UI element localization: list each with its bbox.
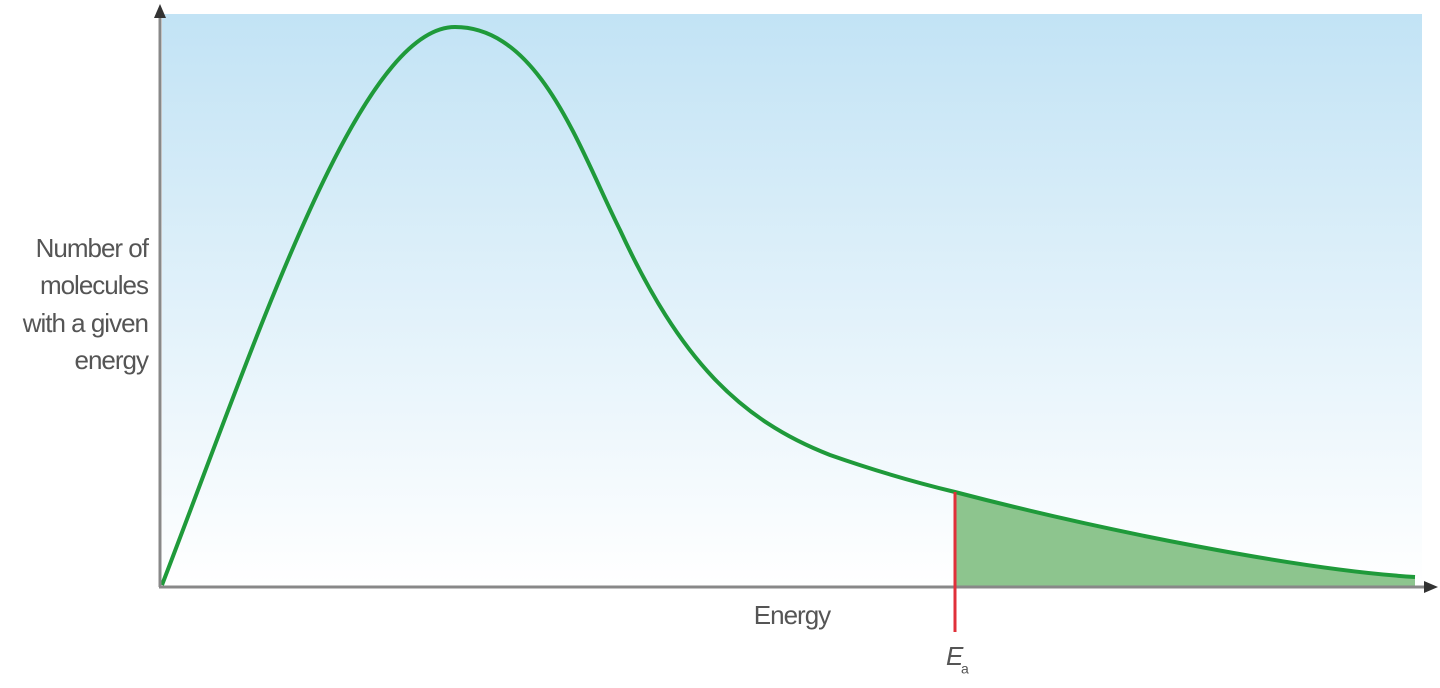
marker-label: E xyxy=(946,641,964,671)
plot-background xyxy=(162,14,1422,586)
x-axis-arrow xyxy=(1424,581,1438,593)
y-axis-label: molecules xyxy=(40,270,149,300)
y-axis-arrow xyxy=(154,4,166,18)
shaded-area xyxy=(955,492,1415,586)
y-axis-label: energy xyxy=(75,345,149,375)
distribution-curve xyxy=(160,24,1416,586)
x-axis-label: Energy xyxy=(754,600,831,630)
y-axis-label: with a given xyxy=(22,308,148,338)
marker-subscript: a xyxy=(961,661,969,677)
y-axis-label: Number of xyxy=(36,233,150,263)
